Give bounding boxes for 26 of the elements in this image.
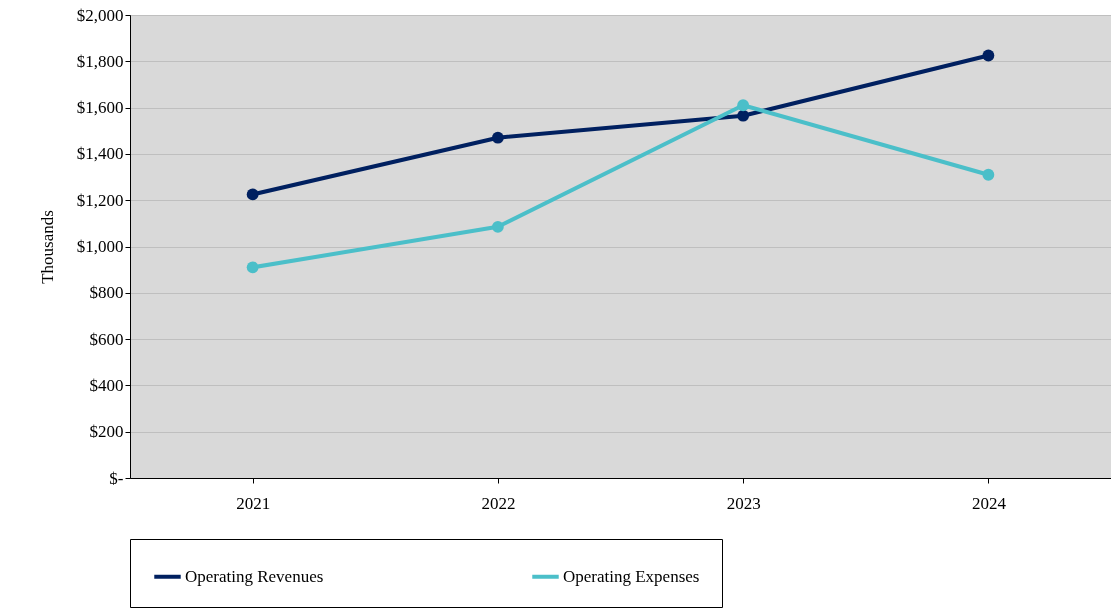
- legend-label: Operating Expenses: [563, 566, 700, 586]
- point: [246, 188, 259, 201]
- x-tick-label: 2024: [971, 493, 1007, 513]
- point: [737, 99, 750, 112]
- y-axis-title: Thousands: [37, 210, 57, 284]
- point: [737, 109, 750, 122]
- point: [982, 168, 995, 181]
- x-tick-label: 2021: [236, 493, 271, 513]
- y-tick-label: $1,400: [76, 144, 124, 164]
- x-tick-label: 2023: [726, 493, 761, 513]
- y-tick-label: $1,600: [76, 98, 124, 118]
- legend-label: Operating Revenues: [185, 566, 324, 586]
- y-tick-label: $600: [89, 329, 124, 349]
- y-tick-label: $400: [89, 375, 124, 395]
- point: [246, 261, 259, 274]
- point: [982, 49, 995, 62]
- point: [491, 220, 504, 233]
- y-tick-label: $1,200: [76, 190, 124, 210]
- point: [491, 131, 504, 144]
- y-tick-label: $200: [89, 422, 124, 442]
- y-tick-label: $2,000: [76, 5, 124, 25]
- y-tick-label: $800: [89, 283, 124, 303]
- x-tick-label: 2022: [481, 493, 516, 513]
- y-tick-label: $1,800: [76, 51, 124, 71]
- y-tick-label: $-: [109, 468, 124, 488]
- y-tick-label: $1,000: [76, 237, 124, 256]
